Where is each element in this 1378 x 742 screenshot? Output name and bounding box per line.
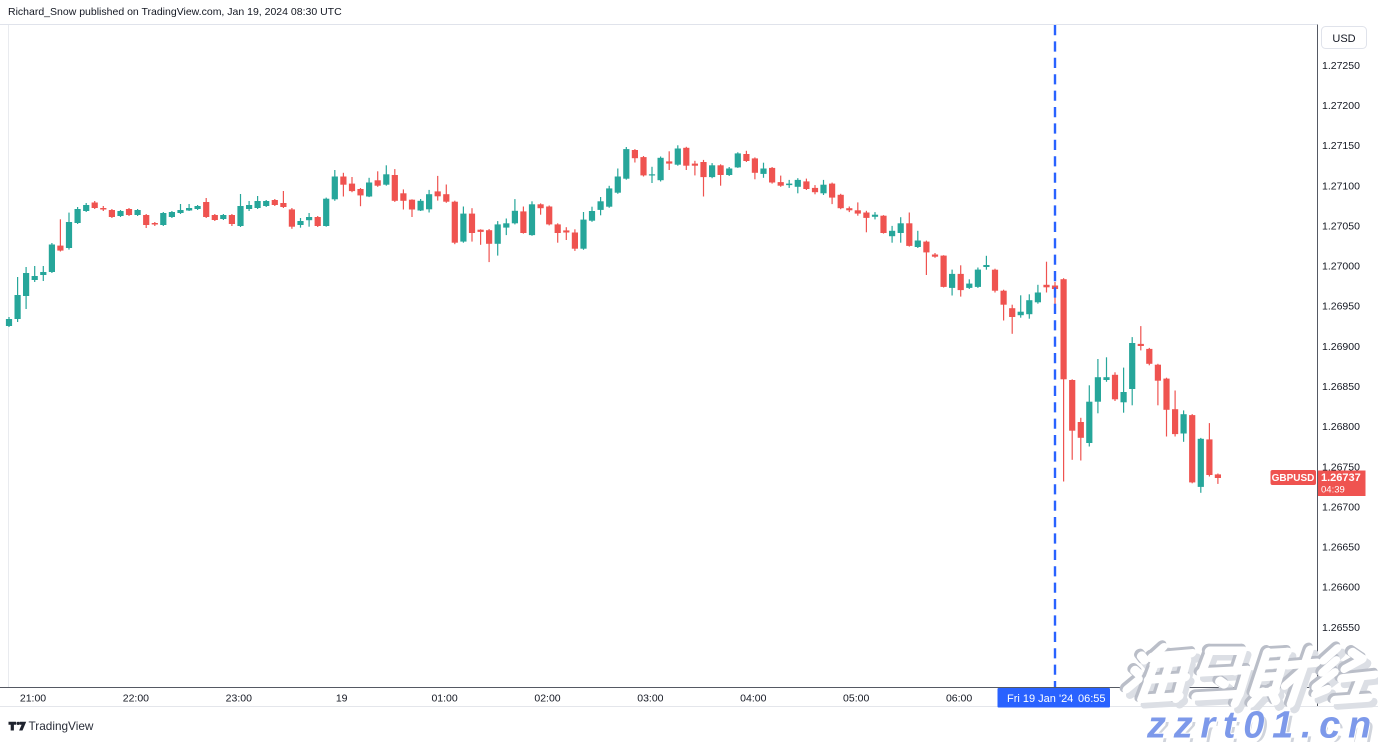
- svg-text:1.26850: 1.26850: [1322, 381, 1360, 393]
- svg-text:04:39: 04:39: [1321, 485, 1345, 496]
- svg-text:04:00: 04:00: [740, 692, 766, 704]
- svg-text:1.27000: 1.27000: [1322, 261, 1360, 273]
- svg-text:22:00: 22:00: [123, 692, 149, 704]
- svg-text:02:00: 02:00: [534, 692, 560, 704]
- svg-text:19: 19: [336, 692, 348, 704]
- svg-text:1.26800: 1.26800: [1322, 421, 1360, 433]
- svg-text:1.26750: 1.26750: [1322, 461, 1360, 473]
- svg-text:1.27250: 1.27250: [1322, 60, 1360, 72]
- svg-text:03:00: 03:00: [637, 692, 663, 704]
- svg-text:USD: USD: [1332, 33, 1355, 45]
- svg-text:1.26550: 1.26550: [1322, 622, 1360, 634]
- svg-text:01:00: 01:00: [431, 692, 457, 704]
- svg-text:zzrt01.cn: zzrt01.cn: [1143, 707, 1376, 742]
- svg-text:1.27100: 1.27100: [1322, 180, 1360, 192]
- svg-text:06:00: 06:00: [946, 692, 972, 704]
- svg-text:zzrt01.cn: zzrt01.cn: [1149, 709, 1378, 742]
- svg-text:1.26900: 1.26900: [1322, 341, 1360, 353]
- svg-text:zzrt01.cn: zzrt01.cn: [1146, 705, 1378, 742]
- svg-text:Fri 19 Jan '24: Fri 19 Jan '24: [1007, 693, 1073, 705]
- svg-text:Richard_Snow published on Trad: Richard_Snow published on TradingView.co…: [8, 6, 342, 18]
- svg-text:1.27050: 1.27050: [1322, 221, 1360, 233]
- svg-text:1.27200: 1.27200: [1322, 100, 1360, 112]
- svg-text:23:00: 23:00: [226, 692, 252, 704]
- svg-text:1.26650: 1.26650: [1322, 542, 1360, 554]
- svg-text:1.26950: 1.26950: [1322, 301, 1360, 313]
- svg-text:1.26600: 1.26600: [1322, 582, 1360, 594]
- svg-text:05:00: 05:00: [843, 692, 869, 704]
- svg-text:1.26700: 1.26700: [1322, 501, 1360, 513]
- svg-text:06:55: 06:55: [1078, 693, 1106, 705]
- svg-text:TradingView: TradingView: [29, 719, 94, 733]
- svg-text:1.27150: 1.27150: [1322, 140, 1360, 152]
- svg-text:21:00: 21:00: [20, 692, 46, 704]
- svg-text:1.26737: 1.26737: [1321, 472, 1361, 484]
- svg-text:GBPUSD: GBPUSD: [1272, 473, 1315, 484]
